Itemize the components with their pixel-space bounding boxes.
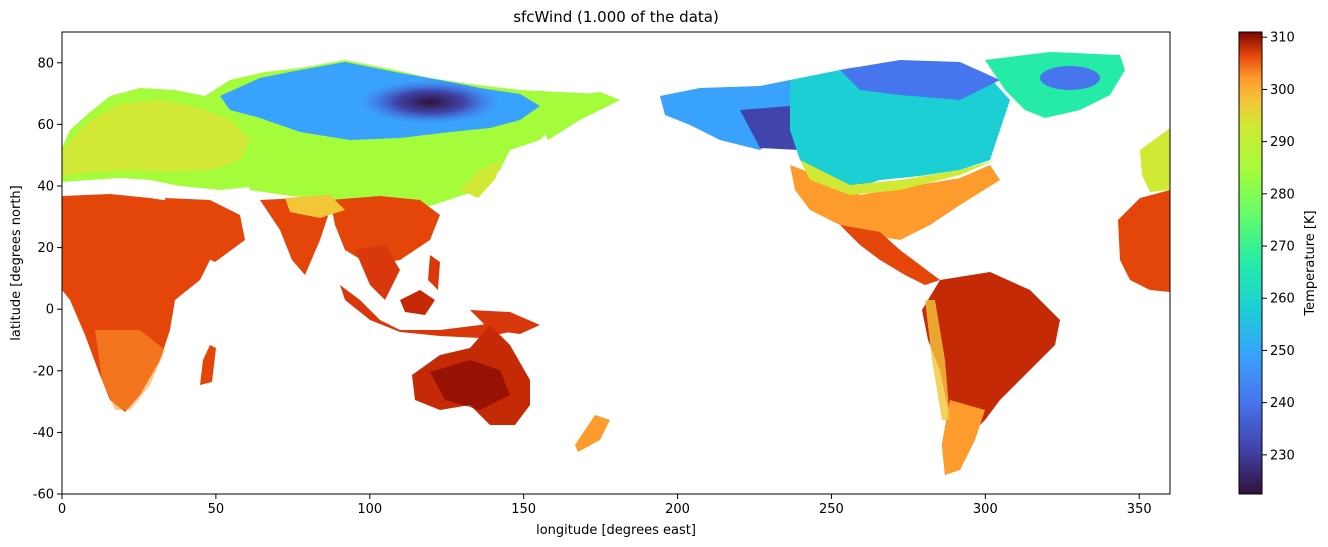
- y-tick-label: 0: [46, 303, 54, 318]
- colorbar-tick-label: 240: [1270, 396, 1295, 411]
- colorbar-tick-label: 250: [1270, 344, 1295, 359]
- y-tick-label: 60: [37, 118, 54, 133]
- colorbar-tick-label: 260: [1270, 292, 1295, 307]
- land-patagonia: [942, 400, 985, 475]
- land-usa-north: [800, 160, 995, 195]
- land-china: [330, 196, 440, 265]
- y-tick-label: 40: [37, 180, 54, 195]
- y-tick-label: -20: [33, 364, 54, 379]
- colorbar: 230 240 250 260 270 280 290 300 310 Temperature …: [1238, 31, 1318, 495]
- colorbar-label: Temperature [K]: [1303, 210, 1318, 316]
- land-iberia: [1140, 128, 1170, 192]
- land-borneo: [400, 290, 435, 315]
- x-axis-label: longitude [degrees east]: [536, 523, 696, 538]
- colorbar-tick-label: 230: [1270, 448, 1295, 463]
- x-tick-label: 0: [58, 502, 66, 517]
- land-new-guinea: [470, 310, 540, 334]
- temperature-map: [62, 52, 1170, 475]
- land-japan: [460, 160, 500, 198]
- land-central-asia: [240, 150, 470, 206]
- colorbar-tick-label: 280: [1270, 187, 1295, 202]
- x-tick-label: 250: [819, 502, 844, 517]
- x-axis: 0 50 100 150 200 250 300 350: [58, 494, 1152, 517]
- chart-title: sfcWind (1.000 of the data): [513, 8, 719, 26]
- land-tibet: [285, 195, 345, 218]
- colorbar-tick-label: 290: [1270, 135, 1295, 150]
- land-kamchatka: [540, 92, 620, 140]
- land-west-africa: [1118, 190, 1170, 292]
- land-usa: [790, 165, 1000, 240]
- land-mexico: [840, 225, 940, 285]
- y-tick-label: -60: [33, 488, 54, 503]
- y-axis-label: latitude [degrees north]: [9, 185, 24, 341]
- x-tick-label: 350: [1127, 502, 1152, 517]
- x-tick-label: 200: [665, 502, 690, 517]
- land-madagascar: [200, 345, 216, 385]
- y-tick-label: -40: [33, 426, 54, 441]
- land-andes: [925, 300, 950, 420]
- land-indochina: [355, 245, 400, 300]
- y-tick-label: 80: [37, 56, 54, 71]
- land-australia-core: [430, 360, 510, 410]
- x-tick-label: 300: [973, 502, 998, 517]
- y-tick-label: 20: [37, 241, 54, 256]
- land-philippines: [428, 255, 440, 290]
- x-tick-label: 100: [357, 502, 382, 517]
- x-tick-label: 150: [511, 502, 536, 517]
- colorbar-gradient: [1238, 31, 1263, 495]
- colorbar-tick-label: 300: [1270, 83, 1295, 98]
- land-arabia: [165, 198, 245, 262]
- land-africa-south: [95, 330, 165, 410]
- x-tick-label: 50: [208, 502, 225, 517]
- land-canada-arctic: [840, 60, 1000, 100]
- land-new-zealand: [575, 415, 610, 452]
- plot-area: [61, 31, 1171, 495]
- colorbar-tick-label: 310: [1270, 31, 1295, 46]
- y-axis: -60 -40 -20 0 20 40 60 80: [33, 56, 62, 503]
- colorbar-tick-label: 270: [1270, 240, 1295, 255]
- land-europe: [62, 100, 250, 176]
- plot-frame: [61, 31, 1171, 495]
- land-india: [260, 198, 330, 275]
- colorbar-axis: 230 240 250 260 270 280 290 300 310: [1262, 31, 1295, 463]
- land-indonesia: [340, 285, 520, 338]
